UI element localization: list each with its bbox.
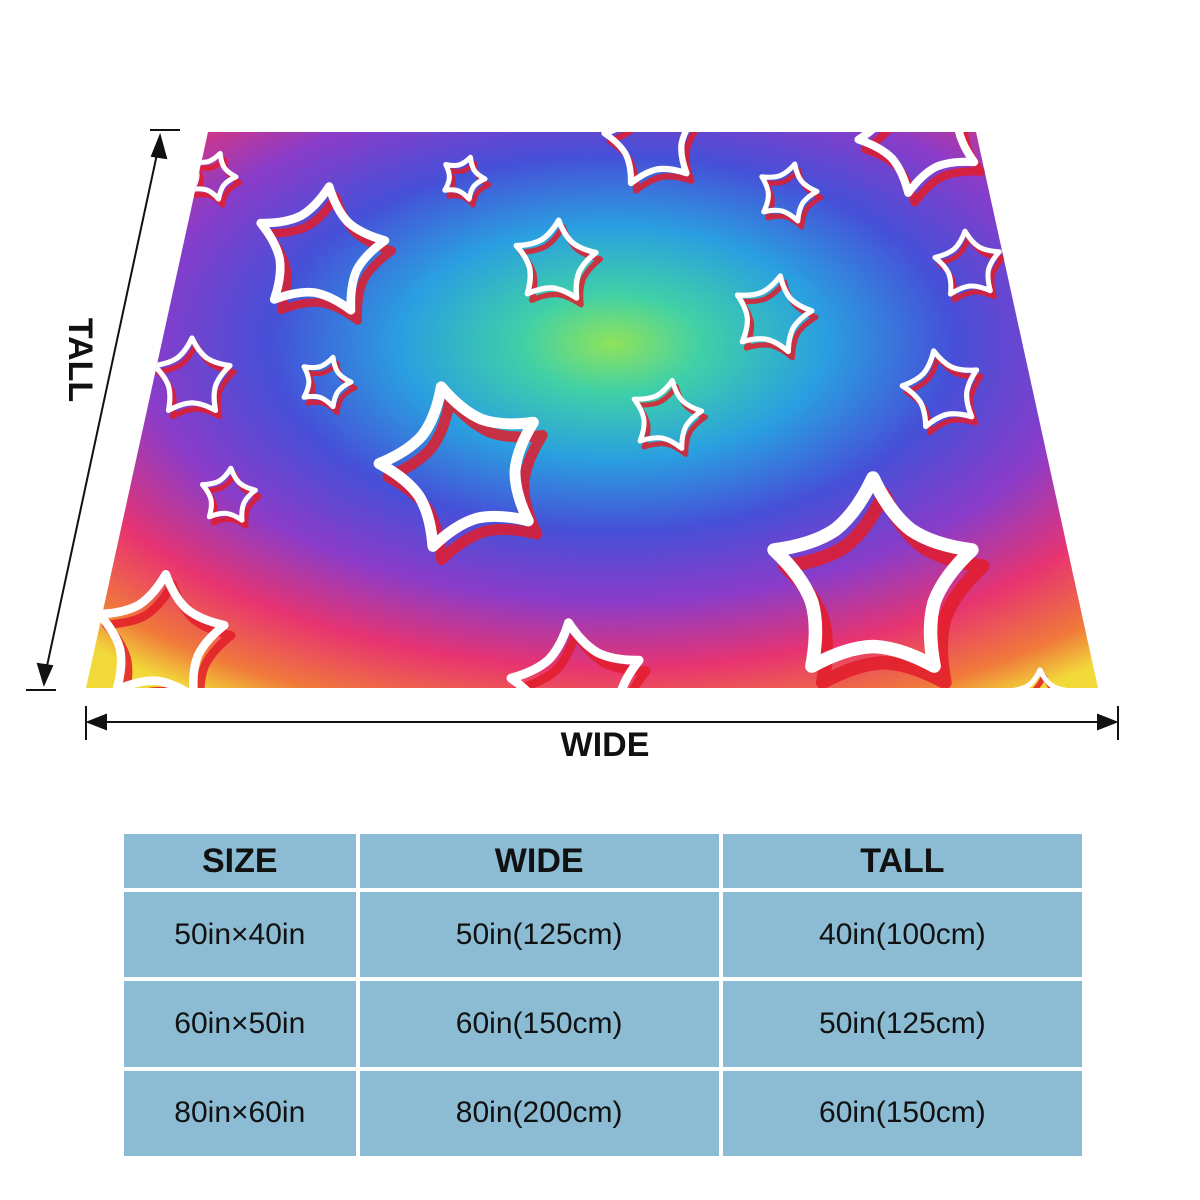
star-outline bbox=[199, 465, 258, 523]
star-outline bbox=[854, 132, 979, 197]
wide-label: WIDE bbox=[560, 726, 650, 764]
star-outline bbox=[601, 132, 698, 187]
star-pattern bbox=[94, 132, 1075, 688]
star-outline bbox=[513, 217, 599, 301]
star-outline bbox=[631, 378, 705, 451]
star-outline bbox=[151, 335, 233, 413]
cell-size: 80in×60in bbox=[124, 1070, 356, 1156]
cell-wide: 50in(125cm) bbox=[359, 892, 719, 978]
star-outline bbox=[373, 381, 539, 552]
cell-size: 60in×50in bbox=[124, 981, 356, 1067]
star-shadow bbox=[446, 160, 492, 208]
star-outline bbox=[767, 471, 979, 673]
table-row: 50in×40in 50in(125cm) 40in(100cm) bbox=[124, 892, 1082, 978]
cell-wide: 80in(200cm) bbox=[359, 1070, 719, 1156]
star-outline bbox=[734, 273, 815, 355]
wide-dimension-arrow bbox=[85, 706, 1119, 740]
cell-tall: 50in(125cm) bbox=[722, 981, 1082, 1067]
star-shadow bbox=[193, 156, 243, 208]
size-table: SIZE WIDE TALL 50in×40in 50in(125cm) 40i… bbox=[120, 830, 1086, 1160]
cell-tall: 60in(150cm) bbox=[722, 1070, 1082, 1156]
table-row: 80in×60in 80in(200cm) 60in(150cm) bbox=[124, 1070, 1082, 1156]
tall-dimension-arrow bbox=[26, 129, 180, 691]
star-outline bbox=[759, 161, 820, 224]
blanket-illustration bbox=[26, 129, 1119, 740]
star-outline bbox=[256, 182, 390, 315]
star-shadow bbox=[606, 132, 703, 194]
tall-label: TALL bbox=[61, 317, 99, 403]
star-outline bbox=[899, 348, 980, 430]
star-outline bbox=[442, 154, 488, 202]
cell-wide: 60in(150cm) bbox=[359, 981, 719, 1067]
header-wide: WIDE bbox=[359, 834, 719, 888]
star-shadow bbox=[860, 132, 985, 207]
star-outline bbox=[301, 354, 354, 410]
star-shadow bbox=[305, 360, 358, 416]
star-outline bbox=[94, 570, 229, 688]
star-outline bbox=[506, 618, 644, 688]
header-tall: TALL bbox=[722, 834, 1082, 888]
table-row: 60in×50in 60in(150cm) 50in(125cm) bbox=[124, 981, 1082, 1067]
header-size: SIZE bbox=[124, 834, 356, 888]
cell-size: 50in×40in bbox=[124, 892, 356, 978]
cell-tall: 40in(100cm) bbox=[722, 892, 1082, 978]
size-table-header-row: SIZE WIDE TALL bbox=[124, 834, 1082, 888]
star-outline bbox=[932, 228, 1002, 297]
